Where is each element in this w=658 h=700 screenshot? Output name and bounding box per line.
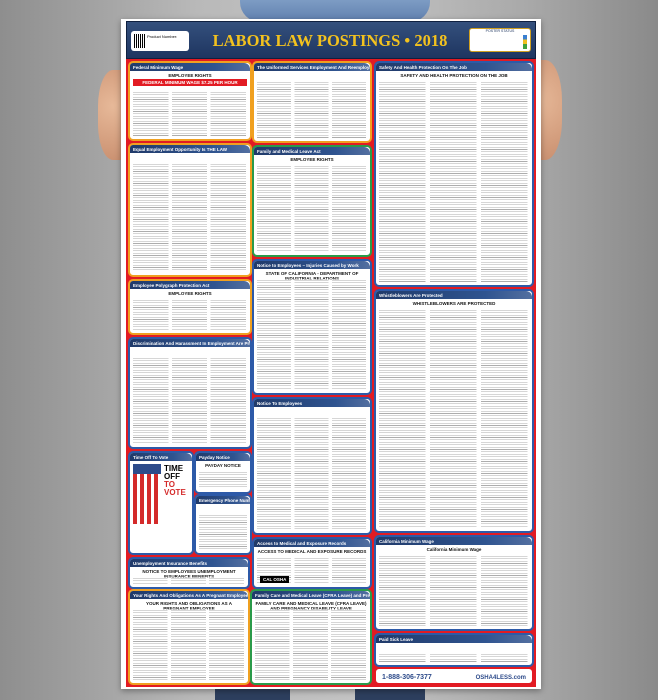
- poster-section: Your Rights And Obligations As A Pregnan…: [128, 589, 250, 685]
- poster-section: Notice To Employees: [252, 397, 372, 535]
- section-title: Payday Notice: [196, 453, 250, 461]
- poster-section: Emergency Phone Numbers: [194, 494, 252, 555]
- section-body-text: [379, 81, 529, 282]
- poster-section: The Uniformed Services Employment And Re…: [252, 61, 372, 143]
- poster-section: Notice to Employees – Injuries Caused by…: [252, 259, 372, 395]
- minimum-wage-highlight: FEDERAL MINIMUM WAGE $7.25 PER HOUR: [133, 79, 247, 86]
- poster-sections-grid: Federal Minimum Wage EMPLOYEE RIGHTS FEDER…: [126, 59, 536, 687]
- section-body-text: [133, 577, 245, 584]
- section-title: The Uniformed Services Employment And Re…: [254, 63, 370, 71]
- footer-brand-logo: OSHA4LESS.com: [475, 675, 526, 681]
- section-subtitle: EMPLOYEE RIGHTS: [168, 291, 212, 296]
- section-title: Access to Medical and Exposure Records: [254, 539, 370, 547]
- poster-section: Federal Minimum Wage EMPLOYEE RIGHTS FEDER…: [128, 61, 252, 141]
- section-subtitle: FAMILY CARE AND MEDICAL LEAVE (CFRA LEAV…: [255, 601, 367, 611]
- poster-section: Family Care and Medical Leave (CFRA Leav…: [250, 589, 372, 685]
- ballot-box-illustration: [133, 464, 161, 524]
- vote-line-1: TIME OFF: [164, 464, 184, 481]
- poster-section: Unemployment Insurance Benefits NOTICE TO…: [128, 557, 250, 589]
- labor-law-poster: Product Number: LABOR LAW POSTINGS • 201…: [121, 19, 541, 689]
- section-body-text: [257, 417, 367, 530]
- vote-line-2: TO VOTE: [164, 480, 186, 497]
- section-subtitle: STATE OF CALIFORNIA - DEPARTMENT OF INDU…: [265, 271, 359, 281]
- poster-section: Employee Polygraph Protection Act EMPLOYE…: [128, 279, 252, 335]
- poster-status-box: POSTER STATUS: [469, 28, 531, 52]
- product-number-label: Product Number:: [147, 34, 178, 39]
- section-title: Federal Minimum Wage: [130, 63, 250, 71]
- poster-status-label: POSTER STATUS: [485, 29, 515, 33]
- section-title: Family and Medical Leave Act: [254, 147, 370, 155]
- section-title: Family Care and Medical Leave (CFRA Leav…: [252, 591, 370, 599]
- person-leg-right: [355, 686, 425, 700]
- section-title: Safety And Health Protection On The Job: [376, 63, 532, 71]
- person-shirt: [240, 0, 430, 22]
- section-body-text: [379, 555, 529, 626]
- section-title: Notice to Employees – Injuries Caused by…: [254, 261, 370, 269]
- section-body-text: [133, 163, 247, 272]
- section-body-text: [255, 609, 367, 680]
- poster-section: Payday Notice PAYDAY NOTICE: [194, 451, 252, 494]
- section-subtitle: NOTICE TO EMPLOYEES UNEMPLOYMENT INSURAN…: [142, 569, 236, 579]
- section-title: Time Off To Vote: [130, 453, 192, 461]
- footer-phone: 1-888-306-7377: [382, 674, 432, 681]
- section-subtitle: ACCESS TO MEDICAL AND EXPOSURE RECORDS: [257, 549, 367, 554]
- section-subtitle: SAFETY AND HEALTH PROTECTION ON THE JOB: [400, 73, 508, 78]
- section-subtitle: YOUR RIGHTS AND OBLIGATIONS AS A PREGNAN…: [146, 601, 232, 611]
- section-body-text: [133, 91, 247, 136]
- time-off-to-vote-heading: TIME OFF TO VOTE: [164, 465, 192, 497]
- poster-section: California Minimum Wage California Minimu…: [374, 535, 534, 631]
- section-subtitle: PAYDAY NOTICE: [205, 463, 241, 468]
- section-body-text: [199, 471, 247, 489]
- poster-footer: 1-888-306-7377 OSHA4LESS.com: [374, 667, 534, 685]
- section-title: California Minimum Wage: [376, 537, 532, 545]
- qr-code-icon: [134, 34, 145, 48]
- section-body-text: [199, 514, 247, 550]
- section-subtitle: EMPLOYEE RIGHTS: [168, 73, 212, 78]
- section-body-text: [133, 299, 247, 330]
- section-body-text: [257, 81, 367, 138]
- section-title: Unemployment Insurance Benefits: [130, 559, 248, 567]
- section-body-text: [257, 165, 367, 252]
- section-title: Equal Employment Opportunity Is THE LAW: [130, 145, 250, 153]
- cal-osha-logo: CAL OSHA: [260, 576, 290, 583]
- product-number-box: Product Number:: [131, 31, 189, 51]
- section-title: Your Rights And Obligations As A Pregnan…: [130, 591, 248, 599]
- section-subtitle: EMPLOYEE RIGHTS: [290, 157, 334, 162]
- section-body-text: [133, 357, 247, 444]
- poster-section: Family and Medical Leave Act EMPLOYEE RIG…: [252, 145, 372, 257]
- poster-section: Paid Sick Leave: [374, 633, 534, 667]
- section-title: Emergency Phone Numbers: [196, 496, 250, 504]
- status-color-bar: [523, 35, 527, 49]
- section-body-text: [133, 609, 245, 680]
- section-subtitle: California Minimum Wage: [426, 547, 482, 552]
- section-title: Employee Polygraph Protection Act: [130, 281, 250, 289]
- poster-section: Equal Employment Opportunity Is THE LAW: [128, 143, 252, 277]
- section-body-text: [379, 309, 529, 528]
- section-body-text: [379, 653, 529, 662]
- section-body-text: [257, 279, 367, 390]
- poster-title: LABOR LAW POSTINGS • 2018: [212, 31, 448, 50]
- poster-section: Access to Medical and Exposure Records AC…: [252, 537, 372, 589]
- poster-section: Whistleblowers Are Protected WHISTLEBLOWE…: [374, 289, 534, 533]
- person-leg-left: [215, 686, 290, 700]
- poster-section: Discrimination And Harassment In Employm…: [128, 337, 252, 449]
- section-title: Whistleblowers Are Protected: [376, 291, 532, 299]
- section-title: Notice To Employees: [254, 399, 370, 407]
- section-title: Paid Sick Leave: [376, 635, 532, 643]
- poster-section: Time Off To Vote TIME OFF TO VOTE: [128, 451, 194, 555]
- section-subtitle: WHISTLEBLOWERS ARE PROTECTED: [412, 301, 496, 306]
- poster-header-banner: Product Number: LABOR LAW POSTINGS • 201…: [126, 21, 536, 59]
- section-title: Discrimination And Harassment In Employm…: [130, 339, 250, 347]
- poster-section: Safety And Health Protection On The Job S…: [374, 61, 534, 287]
